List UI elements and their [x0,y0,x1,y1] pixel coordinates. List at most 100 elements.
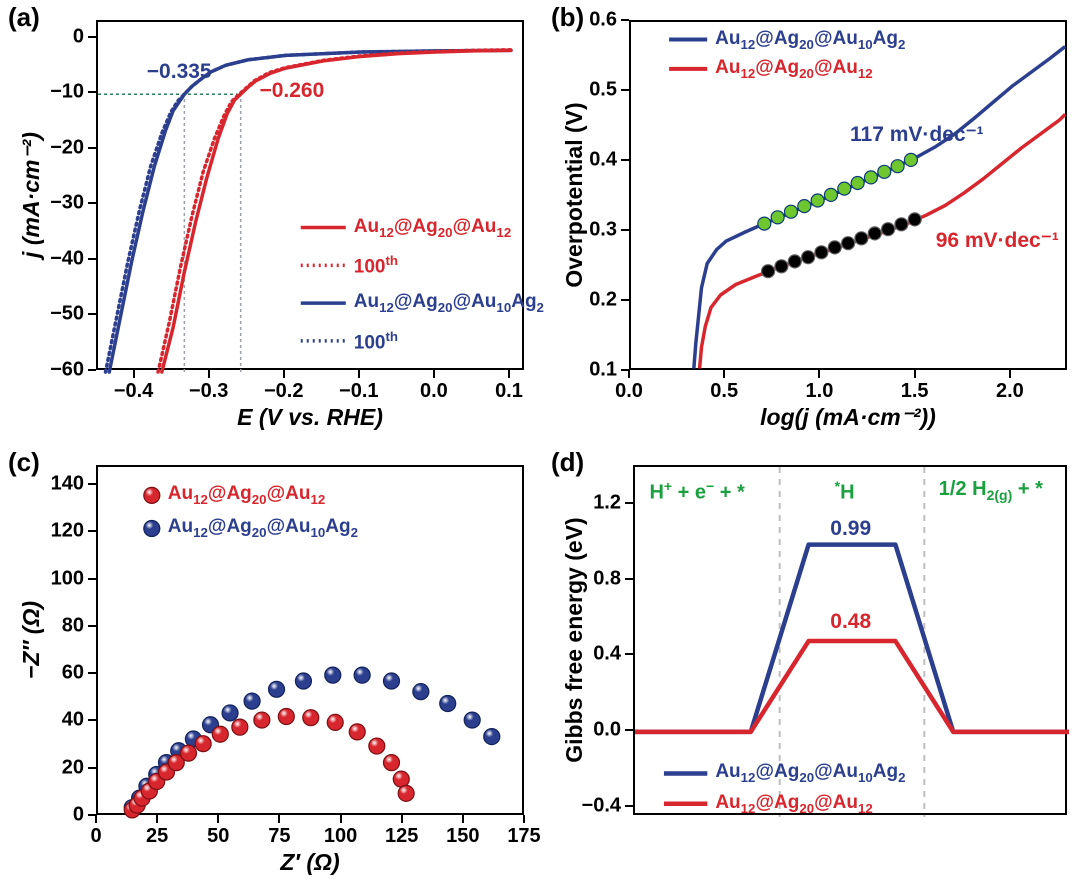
legend-label: Au12@Ag20@Au10Ag2 [168,516,358,540]
ytick-mark [625,805,633,807]
ytick-mark [88,483,96,485]
x-axis-label-b: log(j (mA·cm⁻²)) [629,404,1067,431]
scatter-point-red [393,771,409,787]
scatter-point-blue [484,729,500,745]
legend-marker [144,520,160,536]
xtick-label: 0.5 [710,380,738,403]
ytick-mark [88,313,96,315]
xtick-label: 75 [268,825,290,848]
ytick-mark [88,814,96,816]
ytick-mark [88,672,96,674]
xtick-label: 25 [146,825,168,848]
fit-marker-blue [811,194,824,207]
fit-marker-blue [878,165,891,178]
xtick-label: 0 [90,825,101,848]
fit-marker-blue [891,160,904,173]
ytick-mark [88,578,96,580]
fit-marker-red [855,232,868,245]
ytick-mark [88,147,96,149]
xtick-label: 175 [507,825,540,848]
fit-marker-red [802,251,815,264]
panel-c: (c)Au12@Ag20@Au12Au12@Ag20@Au10Ag2025507… [0,445,540,885]
xtick-mark [358,370,360,378]
plot-area-b: 117 mV·dec⁻¹96 mV·dec⁻¹Au12@Ag20@Au10Ag2… [629,20,1067,370]
step-series-red [635,641,1069,732]
xtick-label: −0.4 [114,380,153,403]
ytick-mark [625,653,633,655]
fit-marker-red [815,246,828,259]
xtick-label: 100 [324,825,357,848]
plot-area-d: H+ + e− + **H1/2 H2(g) + *0.990.48Au12@A… [633,465,1067,815]
xtick-label: 125 [385,825,418,848]
scatter-point-blue [354,667,370,683]
xtick-label: 0.0 [615,380,643,403]
series-red_dash [158,50,511,372]
scatter-point-blue [464,712,480,728]
fit-marker-blue [758,217,771,230]
fit-marker-blue [851,177,864,190]
y-axis-label-d: Gibbs free energy (eV) [561,465,588,815]
x-axis-label-a: E (V vs. RHE) [96,404,524,431]
xtick-mark [133,370,135,378]
ytick-mark [621,299,629,301]
state-label-right: 1/2 H2(g) + * [939,478,1043,503]
xtick-mark [340,815,342,823]
y-axis-label-b: Overpotential (V) [561,20,588,370]
scatter-point-red [278,708,294,724]
xtick-mark [217,815,219,823]
xtick-mark [508,370,510,378]
legend-label: Au12@Ag20@Au10Ag2 [715,761,905,785]
ytick-mark [88,369,96,371]
fit-marker-blue [798,200,811,213]
fit-marker-red [895,218,908,231]
xtick-label: 150 [446,825,479,848]
series-blue [694,47,1065,369]
fit-marker-blue [864,171,877,184]
ytick-mark [625,502,633,504]
ytick-mark [88,530,96,532]
ytick-mark [621,89,629,91]
figure-root: (a)−0.335−0.260Au12@Ag20@Au12100thAu12@A… [0,0,1080,885]
ytick-mark [621,159,629,161]
state-label-left: H+ + e− + * [649,478,744,505]
xtick-mark [401,815,403,823]
scatter-point-blue [440,695,456,711]
ytick-mark [88,91,96,93]
xtick-label: 2.0 [996,380,1024,403]
xtick-mark [462,815,464,823]
fit-marker-blue [904,153,917,166]
value-label-blue: 0.99 [830,517,871,541]
xtick-label: 0.1 [495,380,523,403]
scatter-point-red [349,724,365,740]
ytick-mark [88,258,96,260]
scatter-point-red [327,714,343,730]
scatter-point-red [369,738,385,754]
xtick-mark [723,370,725,378]
xtick-mark [278,815,280,823]
xtick-mark [433,370,435,378]
legend-label: Au12@Ag20@Au12 [168,483,325,507]
y-axis-label-c: −Z″ (Ω) [18,465,45,815]
scatter-point-blue [383,673,399,689]
xtick-mark [818,370,820,378]
xtick-label: 50 [207,825,229,848]
scatter-point-blue [244,693,260,709]
legend-marker [144,487,160,503]
scatter-point-red [398,785,414,801]
value-label-red: 0.48 [830,610,871,634]
ytick-mark [88,719,96,721]
y-axis-label-a: j (mA·cm⁻²) [18,20,45,370]
fit-marker-red [828,241,841,254]
ytick-mark [621,19,629,21]
scatter-point-blue [222,705,238,721]
scatter-point-red [212,726,228,742]
xtick-mark [283,370,285,378]
annotation-tafel_red: 96 mV·dec⁻¹ [936,228,1059,253]
xtick-label: 1.0 [806,380,834,403]
ytick-mark [625,729,633,731]
fit-marker-red [775,260,788,273]
legend-label: Au12@Ag20@Au10Ag2 [354,291,544,315]
panel-b: (b)117 mV·dec⁻¹96 mV·dec⁻¹Au12@Ag20@Au10… [543,0,1080,440]
fit-marker-red [882,223,895,236]
xtick-label: 0.0 [420,380,448,403]
